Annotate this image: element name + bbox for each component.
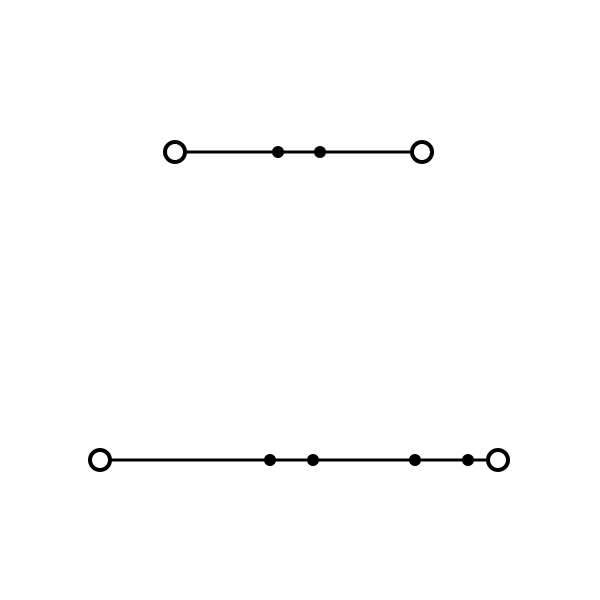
row-0-terminal-0 — [165, 142, 185, 162]
row-0-terminal-1 — [412, 142, 432, 162]
row-1-node-3 — [462, 454, 474, 466]
schematic-diagram — [0, 0, 600, 600]
row-0-node-1 — [314, 146, 326, 158]
row-0-node-0 — [272, 146, 284, 158]
row-1-terminal-1 — [488, 450, 508, 470]
row-1-node-1 — [307, 454, 319, 466]
row-1-node-0 — [264, 454, 276, 466]
row-1-terminal-0 — [90, 450, 110, 470]
row-1-node-2 — [409, 454, 421, 466]
